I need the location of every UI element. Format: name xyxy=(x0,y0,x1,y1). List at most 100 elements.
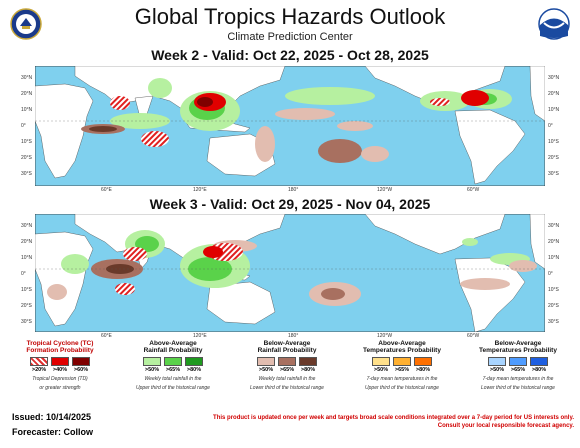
page-title: Global Tropics Hazards Outlook xyxy=(134,4,446,29)
lon-label: 120°E xyxy=(193,187,207,193)
legend-above-temp-swatch-3 xyxy=(414,357,432,366)
week3-title: Week 3 - Valid: Oct 29, 2025 - Nov 04, 2… xyxy=(149,196,431,212)
legend-tc-title-1: Tropical Cyclone (TC) xyxy=(26,340,94,347)
legend-below-temp-title-2: Temperatures Probability xyxy=(479,347,557,354)
legend-above-temp-note-1: 7-day mean temperatures in the xyxy=(366,376,438,382)
rain-below-africa-s xyxy=(47,284,67,300)
legend-above-rain: Above-Average Rainfall Probability >50% … xyxy=(118,340,228,391)
tc-hatch-bay xyxy=(110,96,130,110)
legend-below-rain-swatch-2 xyxy=(278,357,296,366)
land-africa xyxy=(35,83,94,179)
legend-below-temp-label-1: >50% xyxy=(489,367,505,373)
lat-label: 10°S xyxy=(21,287,32,293)
lat-label: 30°S xyxy=(21,319,32,325)
legend-below-rain-note-1: Weekly total rainfall in the xyxy=(258,376,316,382)
tc-hatch-epac xyxy=(430,98,450,106)
tc-hatch-spac xyxy=(141,131,169,147)
legend-above-temp: Above-Average Temperatures Probability >… xyxy=(346,340,458,391)
legend-above-temp-title-2: Temperatures Probability xyxy=(363,347,441,354)
legend-above-temp-note-2: Upper third of the historical range xyxy=(365,385,439,391)
lat-label: 20°N xyxy=(21,239,33,245)
lat-label: 0° xyxy=(548,271,553,277)
legend-below-rain-swatch-3 xyxy=(299,357,317,366)
lat-label: 10°N xyxy=(21,255,33,261)
lat-label: 10°N xyxy=(548,107,560,113)
legend-above-temp-swatch-1 xyxy=(372,357,390,366)
lon-label: 120°W xyxy=(377,333,393,339)
doc-logo xyxy=(10,8,42,40)
lat-label: 10°S xyxy=(548,139,559,145)
week2-title: Week 2 - Valid: Oct 22, 2025 - Oct 28, 2… xyxy=(151,47,429,63)
lat-label: 20°N xyxy=(21,91,33,97)
page-subtitle: Climate Prediction Center xyxy=(227,31,353,43)
legend-above-temp-swatch-2 xyxy=(393,357,411,366)
legend-tc-note-2: or greater strength xyxy=(39,385,81,391)
legend-above-rain-swatch-1 xyxy=(143,357,161,366)
legend-above-rain-swatch-2 xyxy=(164,357,182,366)
rain-below-pacific-n xyxy=(275,108,335,120)
lat-label: 20°S xyxy=(548,155,559,161)
legend-below-temp-title-1: Below-Average xyxy=(494,340,542,347)
legend-tc-label-1: >20% xyxy=(31,367,47,373)
disclaimer: This product is updated once per week an… xyxy=(150,414,574,430)
land-europe-africa-right xyxy=(529,214,545,270)
legend-above-temp-label-3: >80% xyxy=(415,367,431,373)
legend-above-rain-swatch-3 xyxy=(185,357,203,366)
legend-below-temp-label-2: >65% xyxy=(510,367,526,373)
legend-below-rain-label-3: >80% xyxy=(300,367,316,373)
land-australia xyxy=(206,281,276,325)
legend-tc-label-3: >60% xyxy=(73,367,89,373)
legend-below-rain-note-2: Lower third of the historical range xyxy=(250,385,324,391)
legend-below-rain-label-2: >65% xyxy=(279,367,295,373)
lat-label: 10°S xyxy=(548,287,559,293)
tc-red-wpac xyxy=(203,246,223,258)
lat-label: 0° xyxy=(21,271,26,277)
legend-above-temp-label-2: >65% xyxy=(394,367,410,373)
issued-date: Issued: 10/14/2025 xyxy=(12,412,92,422)
lat-label: 30°S xyxy=(548,319,559,325)
legend-above-temp-label-1: >50% xyxy=(373,367,389,373)
lon-label: 60°W xyxy=(467,187,480,193)
lon-label: 60°W xyxy=(467,333,480,339)
lat-label: 30°N xyxy=(548,223,560,229)
legend-above-temp-title-1: Above-Average xyxy=(378,340,426,347)
lat-label: 10°N xyxy=(548,255,560,261)
rain-above-pacific xyxy=(285,87,375,105)
rain-above-africa xyxy=(61,254,89,274)
legend-below-rain-label-1: >50% xyxy=(258,367,274,373)
legend-below-temp-swatch-2 xyxy=(509,357,527,366)
rain-below-spac xyxy=(255,126,275,162)
land-europe-africa-right xyxy=(529,66,545,122)
week3-map: 30°N 20°N 10°N 0° 10°S 20°S 30°S 30°N 20… xyxy=(21,214,559,339)
rain-below-atlantic2 xyxy=(509,260,537,272)
forecaster-name: Forecaster: Collow xyxy=(12,427,94,437)
legend-above-rain-title-1: Above-Average xyxy=(149,340,197,347)
lon-label: 120°W xyxy=(377,187,393,193)
lat-label: 20°S xyxy=(548,303,559,309)
disclaimer-line-1: This product is updated once per week an… xyxy=(213,415,574,421)
rain-below-spac-core xyxy=(321,288,345,300)
legend-below-rain-title-2: Rainfall Probability xyxy=(257,347,317,354)
legend-below-rain: Below-Average Rainfall Probability >50% … xyxy=(232,340,342,391)
lat-label: 30°N xyxy=(548,75,560,81)
lat-label: 10°N xyxy=(21,107,33,113)
week2-map: 30°N 20°N 10°N 0° 10°S 20°S 30°S 30°N 20… xyxy=(21,66,559,193)
legend-above-rain-label-3: >80% xyxy=(186,367,202,373)
disclaimer-line-2: Consult your local responsible forecast … xyxy=(437,423,574,429)
rain-below-indian-core xyxy=(89,126,117,132)
tc-hatch-bay xyxy=(123,247,147,261)
legend-below-temp-note-1: 7-day mean temperatures in the xyxy=(482,376,554,382)
legend-above-rain-note-2: Upper third of the historical range xyxy=(136,385,210,391)
rain-below-pacific-s2 xyxy=(361,146,389,162)
lon-label: 60°E xyxy=(101,187,112,193)
lat-label: 20°S xyxy=(21,155,32,161)
legend-below-rain-title-1: Below-Average xyxy=(263,340,311,347)
legend-above-rain-note-1: Weekly total rainfall in the xyxy=(144,376,202,382)
legend-below-temp-swatch-3 xyxy=(530,357,548,366)
lon-label: 120°E xyxy=(193,333,207,339)
lat-label: 20°N xyxy=(548,239,560,245)
rain-below-pacific-s xyxy=(318,139,362,163)
lat-label: 30°N xyxy=(21,75,33,81)
land-south-america xyxy=(454,257,526,332)
rain-above-caribbean xyxy=(462,238,478,246)
